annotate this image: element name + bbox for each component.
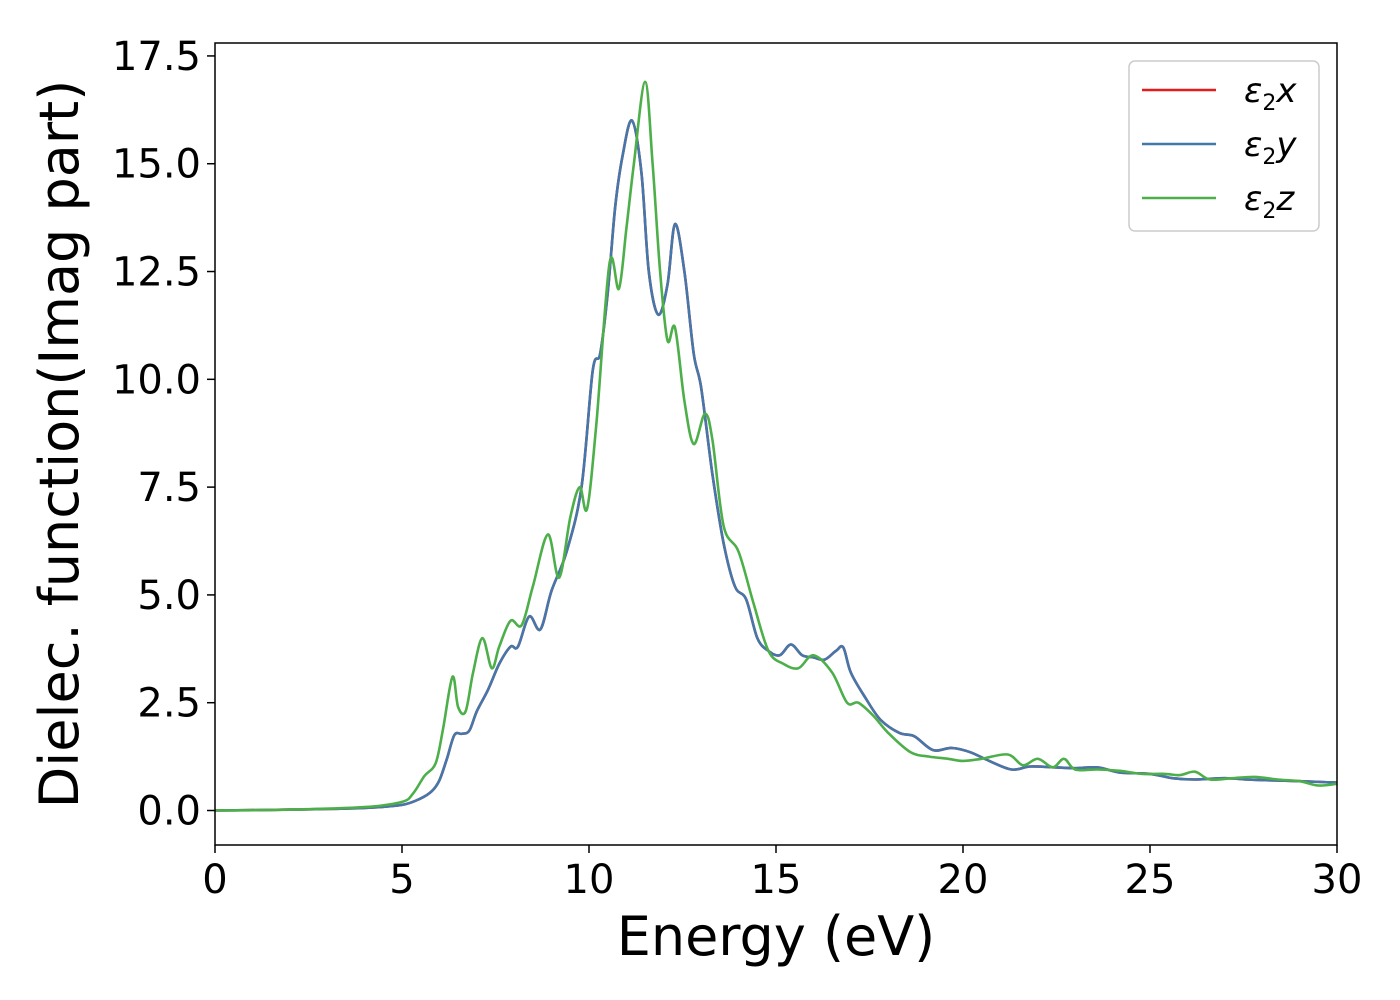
y-axis-ticks: 0.0 2.5 5.0 7.5 10.0 12.5 15.0 17.5 [112, 34, 215, 835]
legend-label: ε2z [1244, 179, 1295, 224]
series-line-2 [214, 119, 1338, 812]
x-tick-label: 20 [938, 857, 989, 903]
x-tick-label: 25 [1125, 857, 1176, 903]
y-tick-label: 7.5 [137, 465, 201, 511]
x-tick-label: 10 [564, 857, 615, 903]
series-line-3 [214, 80, 1338, 812]
x-tick-label: 30 [1312, 857, 1363, 903]
x-tick-label: 15 [751, 857, 802, 903]
y-tick-label: 10.0 [112, 357, 201, 403]
y-tick-label: 17.5 [112, 34, 201, 80]
legend: ε2x ε2y ε2z [1128, 60, 1320, 232]
x-axis-title: Energy (eV) [617, 905, 936, 968]
x-tick-label: 5 [389, 857, 414, 903]
y-tick-label: 5.0 [137, 573, 201, 619]
series-layer [214, 80, 1338, 812]
y-tick-label: 0.0 [137, 789, 201, 835]
y-axis-title: Dielec. function(Imag part) [28, 80, 91, 809]
legend-label: ε2x [1244, 71, 1297, 116]
y-tick-label: 15.0 [112, 142, 201, 188]
y-tick-label: 12.5 [112, 250, 201, 296]
x-axis-ticks: 0 5 10 15 20 25 30 [202, 845, 1362, 903]
legend-box [1128, 60, 1320, 232]
legend-label: ε2y [1244, 125, 1297, 170]
y-tick-label: 2.5 [137, 681, 201, 727]
x-tick-label: 0 [202, 857, 227, 903]
